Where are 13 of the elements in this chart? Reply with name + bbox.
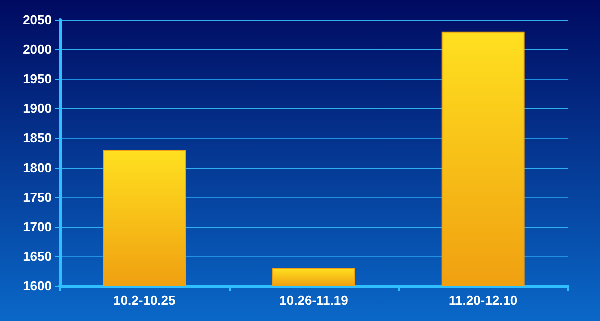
y-tick-label: 1650	[23, 248, 52, 264]
y-tick-label: 1900	[23, 101, 52, 116]
x-tick-label: 11.20-12.10	[448, 293, 518, 308]
x-tick-label: 10.2-10.25	[114, 293, 176, 308]
y-tick-label: 1850	[23, 130, 52, 146]
y-tick-label: 1600	[23, 278, 52, 294]
x-tick-label: 10.26-11.19	[280, 293, 348, 308]
y-tick-label: 2000	[23, 42, 52, 58]
y-tick-label: 2050	[23, 12, 52, 28]
y-tick-label: 1750	[23, 190, 52, 205]
y-tick-label: 1950	[23, 72, 52, 87]
y-tick-label: 1800	[23, 160, 52, 176]
y-tick-label: 1700	[23, 219, 52, 234]
